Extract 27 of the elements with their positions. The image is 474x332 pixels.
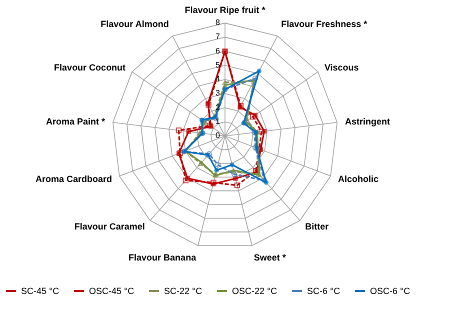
y-tick-label: 3 (215, 88, 220, 98)
spoke-label: Astringent (344, 116, 390, 126)
spoke-label: Bitter (305, 221, 330, 232)
legend-label: SC-22 °C (164, 286, 203, 296)
spoke-label: Flavour Caramel (74, 221, 145, 232)
spoke-label: Sweet * (254, 252, 286, 262)
spoke-label: Viscous (324, 62, 359, 72)
legend-label: SC-6 °C (307, 286, 341, 296)
y-tick-label: 8 (215, 18, 220, 28)
legend-label: OSC-6 °C (370, 286, 411, 296)
spoke-label: Flavour Banana (128, 252, 198, 262)
spoke-label: Aroma Cardboard (36, 174, 112, 184)
y-tick-label: 2 (215, 102, 220, 112)
y-tick-label: 6 (215, 46, 220, 56)
spoke-label: Flavour Coconut (54, 62, 126, 72)
spoke-label: Alcoholic (338, 174, 378, 184)
spoke-label: Flavour Freshness * (281, 19, 368, 30)
spoke-label: Flavour Ripe fruit * (184, 5, 266, 16)
legend-label: SC-45 °C (21, 286, 60, 296)
y-tick-label: 5 (215, 60, 220, 70)
spoke-label: Flavour Almond (100, 19, 169, 30)
y-tick-label: 1 (215, 116, 220, 126)
legend-label: OSC-45 °C (89, 286, 135, 296)
legend-label: OSC-22 °C (232, 286, 278, 296)
spoke-label: Aroma Paint * (46, 116, 106, 126)
y-tick-label: 0 (215, 131, 220, 140)
y-tick-label: 7 (215, 32, 220, 42)
